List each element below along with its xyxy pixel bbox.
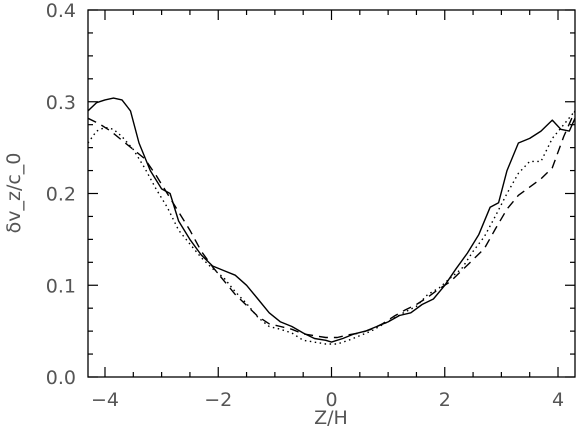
- x-tick-label: 2: [439, 389, 451, 411]
- series-line-dashed: [88, 110, 575, 339]
- y-tick-label: 0.3: [46, 92, 76, 114]
- x-tick-label: 0: [325, 389, 337, 411]
- y-tick-label: 0.4: [46, 0, 76, 22]
- axis-tick-labels: −4 −2 0 2 4 0.0 0.1 0.2 0.3 0.4: [46, 0, 564, 411]
- x-tick-label: 4: [552, 389, 564, 411]
- plot-frame: [87, 9, 576, 378]
- series-layer: [88, 97, 575, 345]
- x-tick-label: −4: [91, 389, 119, 411]
- y-tick-label: 0.1: [46, 275, 76, 297]
- series-line-solid: [88, 97, 575, 343]
- y-axis-label: δv_z/c_0: [3, 153, 25, 234]
- y-tick-label: 0.2: [46, 184, 76, 206]
- series-line-dotted: [88, 110, 575, 345]
- x-tick-label: −2: [204, 389, 232, 411]
- y-tick-label: 0.0: [46, 367, 76, 389]
- x-axis-label: Z/H: [314, 407, 348, 429]
- axis-ticks: [88, 9, 575, 378]
